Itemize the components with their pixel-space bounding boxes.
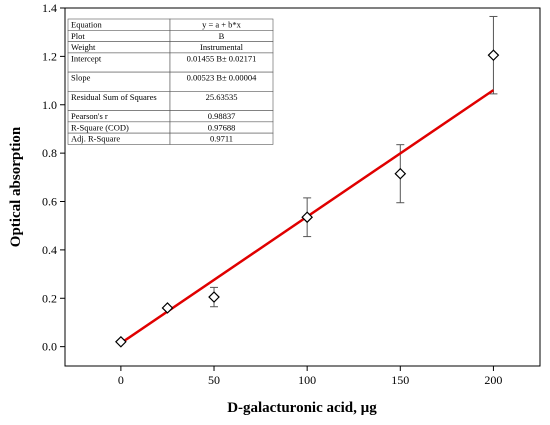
fit-table-value: B (219, 31, 225, 41)
fit-table-key: Plot (71, 31, 85, 41)
data-points (115, 49, 500, 348)
fit-table-value: 0.01455 B± 0.02171 (187, 53, 257, 63)
fit-table-value: 25.63535 (206, 92, 238, 102)
plot-frame (64, 7, 541, 367)
y-tick-label: 1.4 (42, 1, 57, 15)
data-point (394, 167, 407, 180)
fit-table-value: Instrumental (200, 42, 244, 52)
fit-table-key: R-Square (COD) (71, 122, 129, 132)
fit-table-key: Slope (71, 73, 91, 83)
y-tick-label: 0.4 (42, 243, 57, 257)
fit-table-key: Residual Sum of Squares (71, 92, 157, 102)
x-tick-label: 150 (391, 373, 409, 387)
y-axis-title: Optical absorption (8, 126, 24, 247)
tick-labels: 0 50 100 150 200 0.0 0.2 0.4 0.6 0.8 1.0 1.2 1.4 (42, 1, 502, 387)
x-tick-label: 200 (484, 373, 502, 387)
y-tick-label: 0.8 (42, 146, 57, 160)
data-point (301, 211, 314, 224)
fit-table-key: Pearson's r (71, 111, 108, 121)
fit-results-table: Equation y = a + b*x Plot B Weight Instrument… (67, 18, 274, 145)
y-tick-label: 1.0 (42, 98, 57, 112)
fit-table-key: Adj. R-Square (71, 134, 120, 144)
fit-table-value: 0.98837 (208, 111, 236, 121)
x-axis-title: D-galacturonic acid, µg (227, 400, 377, 416)
data-point (208, 291, 220, 303)
fit-table-value: y = a + b*x (202, 20, 242, 30)
fit-table-key: Intercept (71, 53, 102, 63)
fit-table-cell (169, 132, 274, 145)
y-tick-label: 0.2 (42, 291, 57, 305)
fit-table-key: Equation (71, 20, 102, 30)
data-point (487, 49, 500, 62)
x-tick-label: 100 (298, 373, 316, 387)
y-tick-label: 1.2 (42, 49, 57, 63)
fit-table-value: 0.00523 B± 0.00004 (187, 73, 258, 83)
y-tick-label: 0.0 (42, 340, 57, 354)
fit-table-key: Weight (71, 42, 96, 52)
fit-table-value: 0.9711 (210, 134, 233, 144)
data-point (161, 302, 174, 314)
x-tick-label: 50 (208, 373, 220, 387)
fit-table-value: 0.97688 (208, 122, 236, 132)
y-tick-label: 0.6 (42, 195, 57, 209)
axis-ticks (60, 7, 494, 371)
data-point (115, 335, 127, 348)
x-tick-label: 0 (118, 373, 124, 387)
